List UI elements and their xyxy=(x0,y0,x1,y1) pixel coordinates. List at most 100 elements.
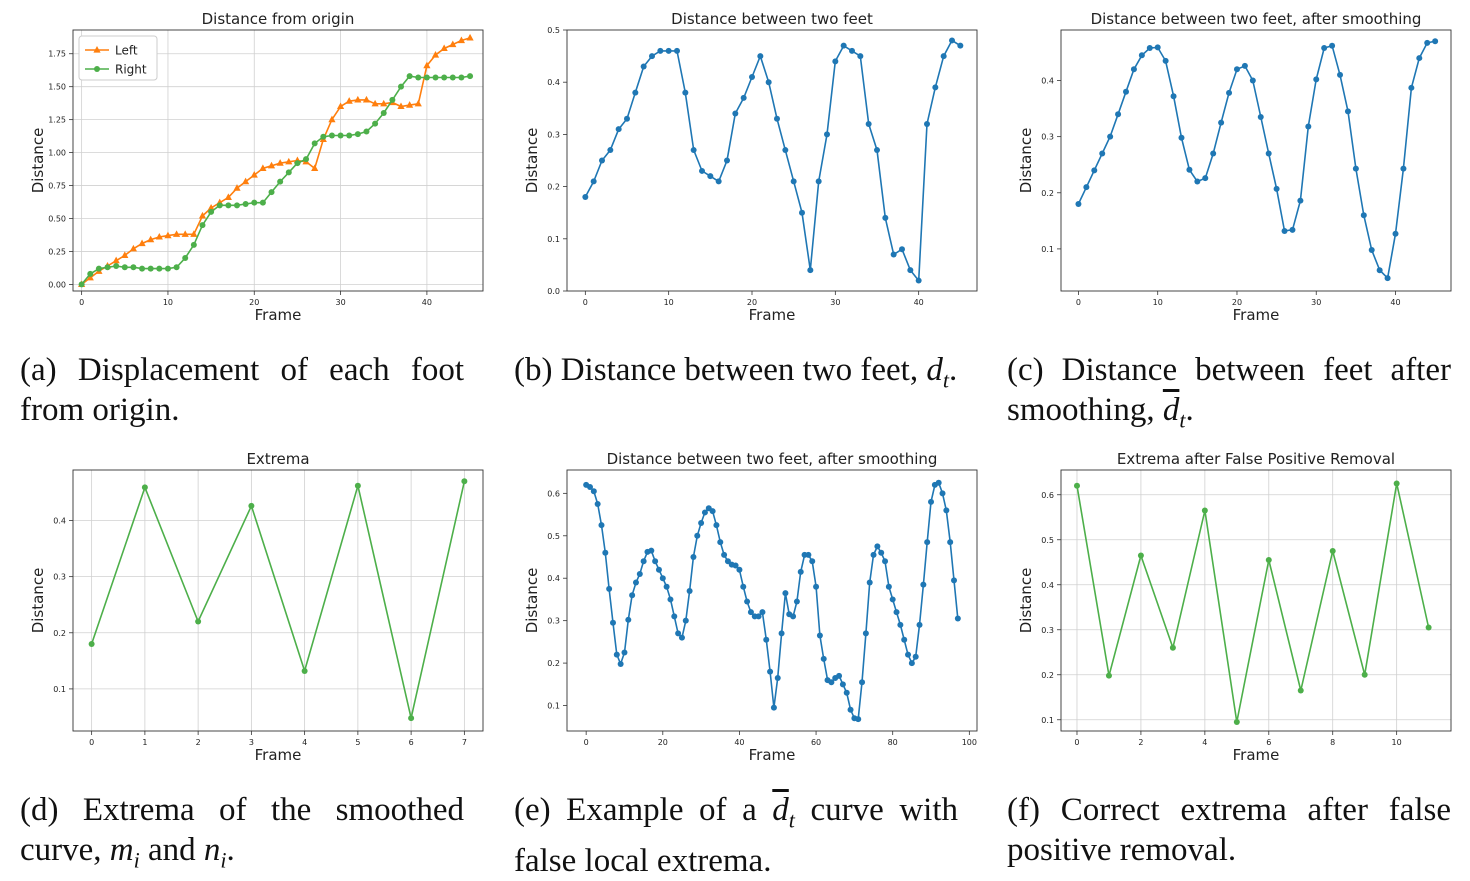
data-point xyxy=(1265,557,1272,563)
data-point xyxy=(406,73,413,80)
y-tick-label: 0.6 xyxy=(1041,491,1054,500)
data-point xyxy=(757,53,764,60)
data-point xyxy=(632,579,639,586)
series-line xyxy=(1076,483,1430,723)
x-tick-label: 20 xyxy=(1232,298,1242,307)
data-point xyxy=(1393,480,1400,487)
y-tick-label: 0.6 xyxy=(547,489,560,498)
x-tick-label: 0 xyxy=(1074,738,1079,747)
y-tick-label: 0.2 xyxy=(547,183,560,192)
data-point xyxy=(740,583,747,590)
plot-frame xyxy=(1060,469,1452,732)
data-point xyxy=(657,47,664,54)
data-point xyxy=(141,484,148,491)
y-axis-label: Distance xyxy=(1017,568,1035,634)
chart-panel-d: Extrema 0 1 2 3 4 5 6 7 0.1 0.2 0.3 0.4 Frame Distance xyxy=(15,448,495,768)
data-point xyxy=(1226,89,1233,96)
data-point xyxy=(1130,66,1137,73)
data-point xyxy=(790,178,797,185)
data-point xyxy=(1321,44,1328,51)
legend-label: Right xyxy=(115,63,147,77)
data-point xyxy=(690,147,697,154)
chart-f-svg: Extrema after False Positive Removal 0 2 4 6… xyxy=(1017,450,1452,764)
data-point xyxy=(372,120,379,127)
data-point xyxy=(1169,644,1176,651)
plot-frame xyxy=(566,29,978,292)
data-point xyxy=(678,634,685,641)
data-point xyxy=(336,102,345,110)
data-point xyxy=(208,208,215,215)
y-tick-label: 0.25 xyxy=(48,247,66,256)
data-point xyxy=(1424,39,1431,46)
data-point xyxy=(461,478,468,485)
data-point xyxy=(88,641,95,647)
data-point xyxy=(897,621,904,628)
data-point xyxy=(1201,507,1208,514)
data-point xyxy=(1075,201,1082,207)
series-line xyxy=(585,481,959,721)
data-point xyxy=(699,167,705,174)
x-axis-label: Frame xyxy=(255,746,302,764)
data-point xyxy=(1107,133,1114,140)
data-point xyxy=(431,51,440,58)
data-point xyxy=(732,110,739,117)
data-point xyxy=(1146,44,1153,51)
x-tick-label: 30 xyxy=(830,298,840,307)
chart-a-svg: Distance from origin 0 10 20 30 40 0.00 0.25 0.5… xyxy=(29,10,484,324)
x-tick-label: 10 xyxy=(1392,738,1402,747)
data-point xyxy=(78,281,85,288)
data-point xyxy=(1186,166,1193,173)
series-line xyxy=(80,75,471,285)
data-point xyxy=(885,583,892,590)
chart-panel-e: Distance between two feet, after smoothi… xyxy=(509,448,989,768)
data-point xyxy=(242,177,250,185)
data-point xyxy=(920,581,927,588)
data-point xyxy=(458,74,465,81)
chart-title: Extrema after False Positive Removal xyxy=(1117,450,1395,468)
data-point xyxy=(694,532,701,539)
data-point xyxy=(774,674,781,681)
caption-e: (e) Example of a dt curve with false loc… xyxy=(514,792,958,879)
x-axis-label: Frame xyxy=(749,746,796,764)
y-tick-label: 0.4 xyxy=(1041,77,1054,86)
data-point xyxy=(659,575,666,582)
data-point xyxy=(943,507,950,514)
data-point xyxy=(285,157,293,165)
data-point xyxy=(874,543,881,550)
data-point xyxy=(582,194,589,201)
y-tick-label: 0.2 xyxy=(1041,189,1054,198)
chart-title: Distance from origin xyxy=(202,10,355,28)
data-point xyxy=(586,483,593,490)
data-point xyxy=(655,566,662,573)
x-axis-label: Frame xyxy=(1233,746,1280,764)
data-point xyxy=(311,164,319,172)
data-point xyxy=(882,214,889,221)
data-point xyxy=(173,264,180,271)
y-tick-label: 0.1 xyxy=(547,235,560,244)
series-line xyxy=(584,39,961,283)
data-point xyxy=(380,110,387,117)
data-point xyxy=(1083,184,1090,191)
data-point xyxy=(250,171,258,178)
data-point xyxy=(916,621,923,628)
data-point xyxy=(782,147,789,154)
data-point xyxy=(354,131,361,138)
data-point xyxy=(949,37,955,44)
data-point xyxy=(147,235,155,243)
data-point xyxy=(824,131,830,138)
data-point xyxy=(155,232,163,240)
chart-c-svg: Distance between two feet, after smoothi… xyxy=(1017,10,1452,324)
y-tick-label: 1.75 xyxy=(48,50,66,59)
data-point xyxy=(615,126,622,133)
chart-e-svg: Distance between two feet, after smoothi… xyxy=(523,450,978,764)
data-point xyxy=(248,502,255,509)
data-point xyxy=(1073,482,1080,489)
data-point xyxy=(857,53,864,60)
data-point xyxy=(363,128,370,135)
plot-frame xyxy=(72,29,484,292)
data-point xyxy=(636,570,643,577)
data-point xyxy=(599,157,605,164)
x-tick-label: 0 xyxy=(583,298,588,307)
x-tick-label: 4 xyxy=(1202,738,1207,747)
y-tick-label: 0.3 xyxy=(547,130,560,139)
